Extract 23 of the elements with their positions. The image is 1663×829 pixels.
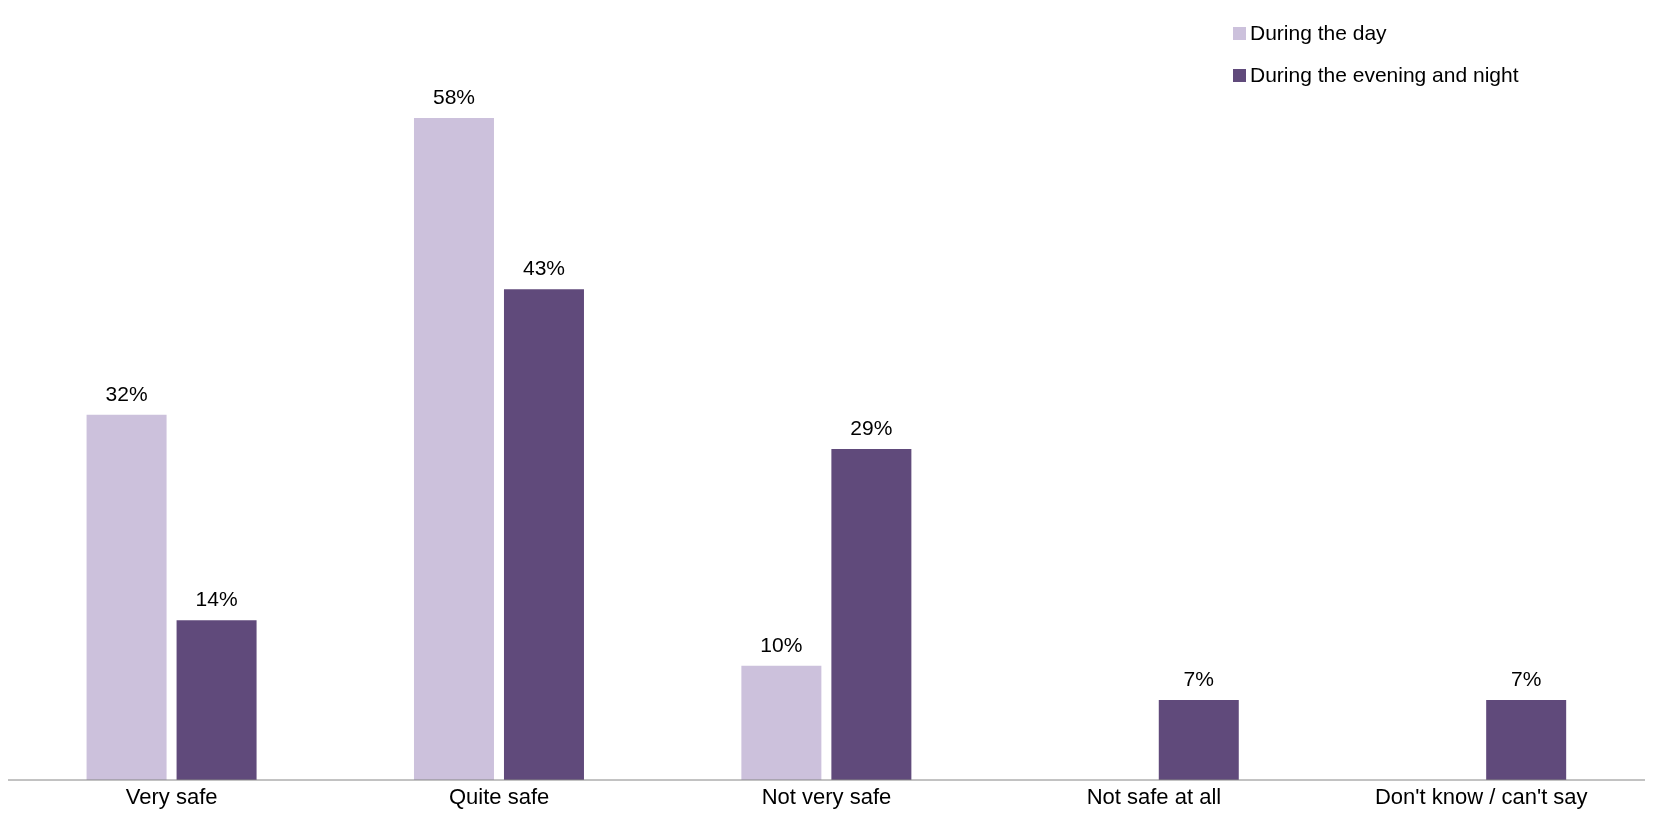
- data-label: 58%: [432, 85, 475, 108]
- x-tick-label: Not safe at all: [1086, 783, 1222, 809]
- data-label: 43%: [522, 256, 565, 280]
- legend-label: During the evening and night: [1250, 62, 1519, 88]
- bar: [86, 414, 167, 780]
- data-label: 29%: [850, 416, 893, 439]
- x-tick-label: Not very safe: [761, 783, 892, 809]
- bar: [176, 620, 257, 780]
- data-label: 7%: [1183, 667, 1214, 691]
- x-tick-label: Quite safe: [448, 783, 550, 809]
- x-tick-label: Very safe: [125, 783, 218, 809]
- bar: [741, 665, 822, 780]
- data-label: 14%: [195, 587, 238, 611]
- bar: [1158, 700, 1239, 780]
- bar: [1486, 700, 1567, 780]
- data-label: 7%: [1511, 667, 1542, 691]
- data-label: 32%: [105, 381, 148, 405]
- bar: [503, 289, 584, 780]
- bar: [413, 118, 494, 780]
- x-tick-label: Don't know / can't say: [1375, 783, 1588, 809]
- data-label: 10%: [760, 632, 803, 656]
- bar: [831, 449, 912, 780]
- legend-label: During the day: [1250, 20, 1387, 46]
